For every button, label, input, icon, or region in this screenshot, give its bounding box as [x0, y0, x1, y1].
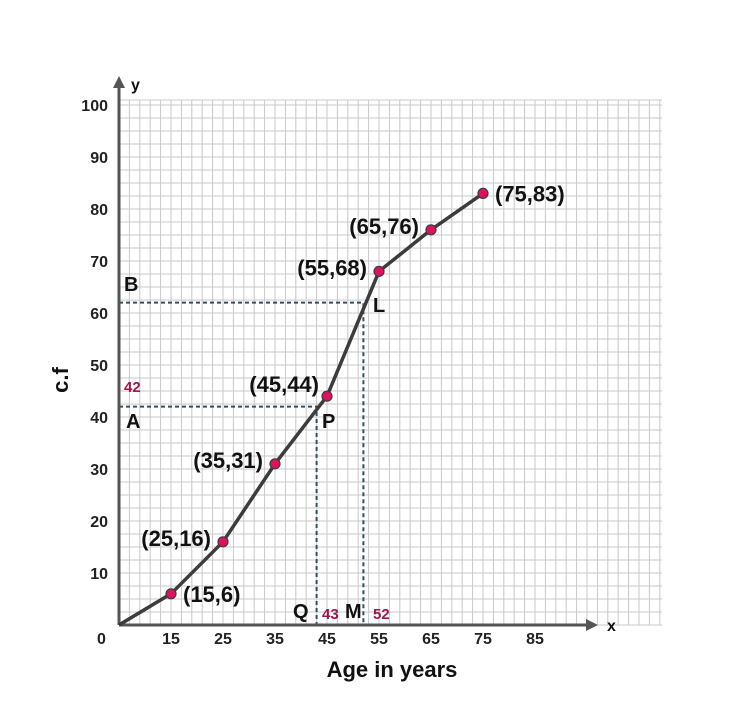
y-axis-letter: y [131, 77, 140, 94]
point-label: (45,44) [249, 372, 319, 397]
point-letter-label: B [124, 274, 138, 296]
point-label: (55,68) [297, 255, 367, 280]
point-label: (65,76) [349, 214, 419, 239]
guide-line-first [119, 405, 318, 625]
y-axis-arrow-icon [113, 76, 125, 88]
x-tick-label: 15 [162, 631, 180, 648]
data-point-marker [477, 187, 489, 199]
data-point-marker [165, 588, 177, 600]
data-point-marker [321, 390, 333, 402]
x-tick-label: 35 [266, 631, 284, 648]
y-tick-label: 90 [90, 150, 108, 167]
point-letter-label: A [126, 411, 140, 433]
axes [113, 76, 598, 631]
y-tick-label: 10 [90, 566, 108, 583]
y-axis-title: c.f [48, 366, 73, 392]
annotation-value-label: 52 [373, 606, 390, 623]
point-label: (25,16) [141, 526, 211, 551]
y-tick-label: 20 [90, 514, 108, 531]
origin-label: 0 [97, 631, 106, 648]
point-letter-label: M [345, 601, 362, 623]
point-label: (15,6) [183, 582, 240, 607]
x-axis-title: Age in years [327, 657, 458, 682]
annotation-value-label: 43 [322, 606, 339, 623]
data-point-marker [269, 458, 281, 470]
series [118, 187, 489, 627]
x-tick-label: 85 [526, 631, 544, 648]
point-letter-label: L [373, 295, 385, 317]
guide-lines [119, 301, 365, 625]
data-point-marker [373, 265, 385, 277]
y-tick-label: 30 [90, 462, 108, 479]
data-point-marker [425, 224, 437, 236]
data-point-marker [217, 536, 229, 548]
x-axis-letter: x [607, 618, 616, 635]
point-letter-label: P [322, 411, 335, 433]
y-tick-label: 100 [81, 98, 108, 115]
y-tick-label: 60 [90, 306, 108, 323]
x-axis-arrow-icon [586, 619, 598, 631]
y-tick-label: 80 [90, 202, 108, 219]
grid [118, 99, 662, 626]
tick-labels: 15 25 35 45 55 65 75 85 10 20 30 40 50 60 70 80 90 100 [81, 98, 544, 648]
y-tick-label: 50 [90, 358, 108, 375]
point-label: (75,83) [495, 181, 565, 206]
annotations: 42 A P Q 43 B L M 52 [124, 274, 390, 623]
x-tick-label: 25 [214, 631, 232, 648]
x-tick-label: 55 [370, 631, 388, 648]
y-tick-label: 40 [90, 410, 108, 427]
y-tick-label: 70 [90, 254, 108, 271]
x-tick-label: 65 [422, 631, 440, 648]
ogive-line [118, 191, 485, 627]
point-letter-label: Q [293, 601, 309, 623]
point-labels: (15,6) (25,16) (35,31) (45,44) (55,68) (65,76… [141, 181, 564, 606]
x-tick-label: 45 [318, 631, 336, 648]
x-tick-label: 75 [474, 631, 492, 648]
annotation-value-label: 42 [124, 379, 141, 396]
point-label: (35,31) [193, 448, 263, 473]
